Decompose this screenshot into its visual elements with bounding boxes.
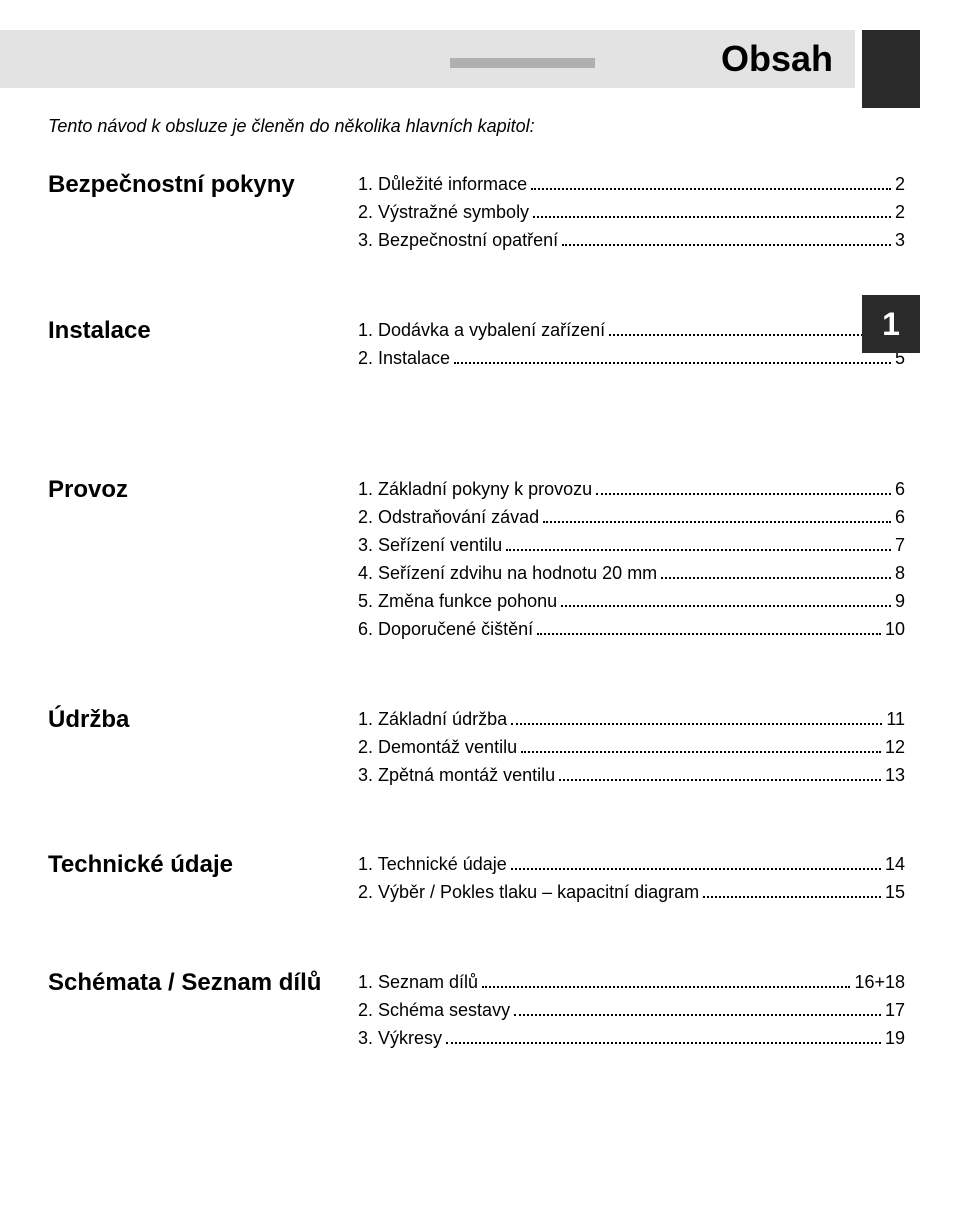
- toc-item-label: 1. Základní pokyny k provozu: [358, 476, 592, 504]
- page-corner-tab: [862, 30, 920, 108]
- toc-section-items: 1. Technické údaje 14 2. Výběr / Pokles tl…: [358, 851, 905, 907]
- toc-section: Údržba1. Základní údržba112. Demontáž ve…: [48, 706, 905, 790]
- toc-leader-dots: [596, 493, 891, 495]
- toc-section-title: Provoz: [48, 476, 358, 643]
- toc-item-label: 1. Technické údaje: [358, 851, 507, 879]
- toc-line: 3. Zpětná montáž ventilu 13: [358, 762, 905, 790]
- toc-line: 1. Základní údržba 11: [358, 706, 905, 734]
- toc-line: 2. Demontáž ventilu 12: [358, 734, 905, 762]
- toc-leader-dots: [609, 334, 891, 336]
- toc-item-page: 7: [895, 532, 905, 560]
- toc-section-title: Schémata / Seznam dílů: [48, 969, 358, 1053]
- toc-section: Instalace1. Dodávka a vybalení zařízení4…: [48, 317, 905, 373]
- toc-item-label: 4. Seřízení zdvihu na hodnotu 20 mm: [358, 560, 657, 588]
- toc-item-page: 16+18: [854, 969, 905, 997]
- toc-section-items: 1. Základní údržba112. Demontáž ventilu1…: [358, 706, 905, 790]
- toc-section: Technické údaje1. Technické údaje 14 2. Vý…: [48, 851, 905, 907]
- toc-section-title: Bezpečnostní pokyny: [48, 171, 358, 255]
- toc-line: 1. Seznam dílů 16+18: [358, 969, 905, 997]
- page-title: Obsah: [721, 38, 833, 80]
- title-band: Obsah: [0, 30, 855, 88]
- toc-item-page: 10: [885, 616, 905, 644]
- toc-line: 1. Základní pokyny k provozu 6: [358, 476, 905, 504]
- toc-leader-dots: [703, 896, 881, 898]
- toc-item-label: 1. Základní údržba: [358, 706, 507, 734]
- toc-item-label: 3. Výkresy: [358, 1025, 442, 1053]
- toc-item-page: 6: [895, 504, 905, 532]
- toc-item-label: 2. Odstraňování závad: [358, 504, 539, 532]
- intro-text: Tento návod k obsluze je členěn do někol…: [48, 116, 960, 137]
- toc-line: 4. Seřízení zdvihu na hodnotu 20 mm 8: [358, 560, 905, 588]
- toc-line: 5. Změna funkce pohonu 9: [358, 588, 905, 616]
- toc-item-page: 19: [885, 1025, 905, 1053]
- toc-leader-dots: [506, 549, 891, 551]
- toc-section-items: 1. Seznam dílů16+182. Schéma sestavy173.…: [358, 969, 905, 1053]
- chapter-number-badge: 1: [862, 295, 920, 353]
- toc-section-items: 1. Základní pokyny k provozu62. Odstraňo…: [358, 476, 905, 643]
- toc-leader-dots: [562, 244, 891, 246]
- section-spacer: [0, 434, 960, 476]
- toc-item-label: 2. Výstražné symboly: [358, 199, 529, 227]
- toc-line: 2. Výběr / Pokles tlaku – kapacitní diag…: [358, 879, 905, 907]
- toc-item-label: 3. Zpětná montáž ventilu: [358, 762, 555, 790]
- toc-item-page: 11: [886, 706, 905, 734]
- toc-item-page: 14: [885, 851, 905, 879]
- toc-item-label: 1. Důležité informace: [358, 171, 527, 199]
- toc-line: 1. Důležité informace 2: [358, 171, 905, 199]
- toc-item-label: 5. Změna funkce pohonu: [358, 588, 557, 616]
- toc-line: 2. Výstražné symboly 2: [358, 199, 905, 227]
- toc-line: 3. Seřízení ventilu 7: [358, 532, 905, 560]
- toc-leader-dots: [511, 723, 882, 725]
- toc-item-page: 3: [895, 227, 905, 255]
- toc-item-page: 12: [885, 734, 905, 762]
- toc-line: 3. Výkresy 19: [358, 1025, 905, 1053]
- toc-line: 2. Schéma sestavy 17: [358, 997, 905, 1025]
- toc-item-page: 9: [895, 588, 905, 616]
- toc-item-label: 3. Seřízení ventilu: [358, 532, 502, 560]
- toc-leader-dots: [561, 605, 891, 607]
- toc-item-label: 6. Doporučené čištění: [358, 616, 533, 644]
- toc-item-page: 13: [885, 762, 905, 790]
- toc-leader-dots: [514, 1014, 881, 1016]
- toc-leader-dots: [533, 216, 891, 218]
- toc-leader-dots: [559, 779, 881, 781]
- toc-item-page: 15: [885, 879, 905, 907]
- toc-item-label: 2. Instalace: [358, 345, 450, 373]
- title-accent-strip: [450, 58, 595, 68]
- toc-item-label: 1. Seznam dílů: [358, 969, 478, 997]
- toc-item-label: 2. Výběr / Pokles tlaku – kapacitní diag…: [358, 879, 699, 907]
- toc-leader-dots: [454, 362, 891, 364]
- toc-leader-dots: [537, 633, 881, 635]
- toc-item-label: 3. Bezpečnostní opatření: [358, 227, 558, 255]
- toc-line: 2. Instalace5: [358, 345, 905, 373]
- toc-item-label: 2. Schéma sestavy: [358, 997, 510, 1025]
- toc-item-page: 8: [895, 560, 905, 588]
- toc-item-page: 6: [895, 476, 905, 504]
- toc-item-page: 2: [895, 199, 905, 227]
- toc-leader-dots: [661, 577, 891, 579]
- toc-section-title: Údržba: [48, 706, 358, 790]
- toc-item-page: 2: [895, 171, 905, 199]
- toc-item-label: 2. Demontáž ventilu: [358, 734, 517, 762]
- toc-line: 2. Odstraňování závad 6: [358, 504, 905, 532]
- toc-item-page: 17: [885, 997, 905, 1025]
- toc-line: 1. Dodávka a vybalení zařízení4: [358, 317, 905, 345]
- toc-section-items: 1. Dodávka a vybalení zařízení42. Instal…: [358, 317, 905, 373]
- toc-section-title: Technické údaje: [48, 851, 358, 907]
- toc-section: Schémata / Seznam dílů1. Seznam dílů 16+1…: [48, 969, 905, 1053]
- toc-leader-dots: [446, 1042, 881, 1044]
- toc-leader-dots: [511, 868, 881, 870]
- toc-leader-dots: [531, 188, 891, 190]
- toc-item-label: 1. Dodávka a vybalení zařízení: [358, 317, 605, 345]
- toc-section: Bezpečnostní pokyny1. Důležité informace…: [48, 171, 905, 255]
- toc-leader-dots: [543, 521, 891, 523]
- toc-section: Provoz1. Základní pokyny k provozu62. Od…: [48, 476, 905, 643]
- toc-section-items: 1. Důležité informace22. Výstražné symbo…: [358, 171, 905, 255]
- toc-line: 1. Technické údaje 14: [358, 851, 905, 879]
- toc-line: 3. Bezpečnostní opatření 3: [358, 227, 905, 255]
- toc-section-title: Instalace: [48, 317, 358, 373]
- toc-line: 6. Doporučené čištění 10: [358, 616, 905, 644]
- toc-leader-dots: [482, 986, 850, 988]
- toc-leader-dots: [521, 751, 881, 753]
